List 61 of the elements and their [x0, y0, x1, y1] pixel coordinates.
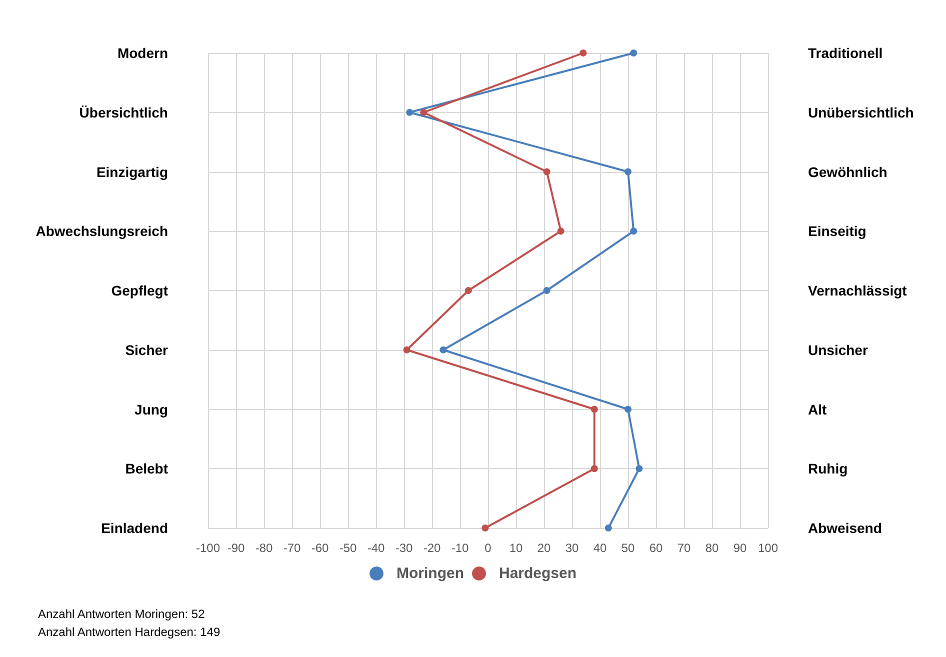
- point: [580, 50, 587, 56]
- x-tick-label: -10: [451, 541, 469, 555]
- x-tick-label: 20: [537, 541, 551, 555]
- point: [590, 465, 598, 472]
- y2-tick-label: Ruhig: [808, 460, 848, 477]
- point: [420, 108, 428, 116]
- y-tick-label: Jung: [134, 401, 168, 418]
- point: [590, 406, 598, 413]
- x-tick-label: -30: [395, 541, 413, 555]
- y2-tick-label: Gewöhnlich: [808, 164, 888, 180]
- point: [543, 168, 550, 176]
- x-tick-label: -100: [196, 541, 220, 555]
- y-tick-label: Einzigartig: [96, 164, 168, 180]
- point: [543, 287, 550, 294]
- y2-tick-label: Alt: [808, 401, 827, 418]
- point: [403, 346, 410, 354]
- point: [482, 524, 489, 532]
- x-tick-label: 70: [677, 541, 691, 555]
- point: [604, 524, 612, 532]
- y-tick-label: Übersichtlich: [79, 104, 168, 120]
- y-tick-label: Modern: [117, 45, 168, 61]
- point: [624, 168, 632, 176]
- x-tick-label: 90: [733, 541, 747, 555]
- y2-tick-label: Einseitig: [808, 223, 866, 240]
- y-tick-label: Einladend: [101, 520, 168, 536]
- point: [557, 228, 564, 235]
- point: [636, 465, 643, 472]
- point: [406, 108, 414, 116]
- text: Anzahl Antworten Hardegsen: 149: [38, 625, 220, 639]
- y-tick-label: Belebt: [125, 460, 168, 477]
- x-tick-label: 40: [593, 541, 607, 555]
- x-tick-label: 100: [758, 541, 778, 555]
- x-tick-label: -80: [255, 541, 273, 555]
- x-tick-label: -90: [227, 541, 245, 555]
- y-tick-label: Abwechslungsreich: [36, 223, 168, 240]
- text: Anzahl Antworten Moringen: 52: [38, 607, 206, 621]
- legend-label: Hardegsen: [498, 565, 577, 582]
- point: [624, 406, 632, 413]
- x-tick-label: 60: [649, 541, 663, 555]
- point: [630, 228, 638, 235]
- y-tick-label: Sicher: [125, 342, 169, 358]
- y2-tick-label: Unsicher: [808, 342, 868, 358]
- x-tick-label: -60: [311, 541, 329, 555]
- x-tick-label: -20: [423, 541, 441, 555]
- x-tick-label: -70: [283, 541, 301, 555]
- x-tick-label: 80: [705, 541, 719, 555]
- point: [630, 50, 638, 56]
- y2-tick-label: Traditionell: [808, 45, 883, 61]
- x-tick-label: 30: [565, 541, 579, 555]
- y2-tick-label: Vernachlässigt: [808, 282, 908, 298]
- legend-label: Moringen: [396, 565, 464, 582]
- point: [464, 287, 472, 294]
- y-tick-label: Gepflegt: [111, 282, 168, 298]
- y2-tick-label: Unübersichtlich: [808, 104, 914, 120]
- x-tick-label: 50: [621, 541, 635, 555]
- x-tick-label: 0: [484, 541, 492, 555]
- point: [440, 346, 447, 354]
- x-tick-label: -40: [367, 541, 385, 555]
- x-tick-label: -50: [339, 541, 357, 555]
- x-tick-label: 10: [509, 541, 523, 555]
- y2-tick-label: Abweisend: [808, 520, 882, 536]
